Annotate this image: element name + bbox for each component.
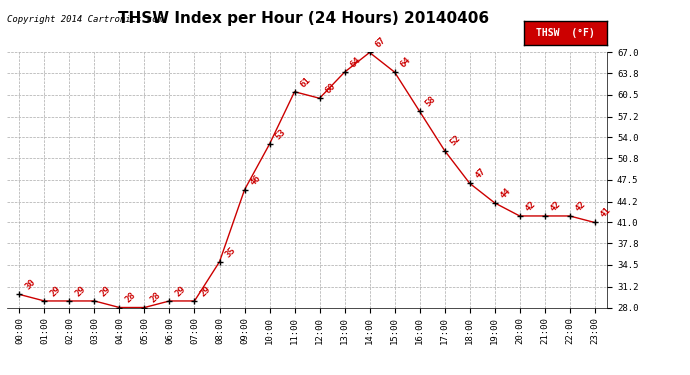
Text: 35: 35 [224, 245, 237, 259]
Text: 44: 44 [499, 186, 513, 200]
Text: 61: 61 [299, 75, 313, 89]
Text: 42: 42 [574, 199, 588, 213]
Text: 29: 29 [74, 284, 88, 298]
Text: 67: 67 [374, 36, 388, 50]
Text: THSW  (°F): THSW (°F) [536, 28, 595, 38]
Text: 60: 60 [324, 81, 337, 96]
Text: 64: 64 [348, 56, 363, 69]
Text: 64: 64 [399, 56, 413, 69]
Text: 42: 42 [524, 199, 538, 213]
Text: 52: 52 [448, 134, 463, 148]
Text: 29: 29 [199, 284, 213, 298]
Text: 30: 30 [23, 278, 37, 292]
Text: 53: 53 [274, 127, 288, 141]
Text: Copyright 2014 Cartronics.com: Copyright 2014 Cartronics.com [7, 15, 163, 24]
Text: 29: 29 [48, 284, 63, 298]
Text: 58: 58 [424, 94, 437, 109]
Text: 47: 47 [474, 166, 488, 180]
Text: 29: 29 [174, 284, 188, 298]
Text: 46: 46 [248, 173, 263, 187]
Text: 42: 42 [549, 199, 563, 213]
Text: 28: 28 [124, 291, 137, 305]
Text: 29: 29 [99, 284, 112, 298]
Text: THSW Index per Hour (24 Hours) 20140406: THSW Index per Hour (24 Hours) 20140406 [118, 11, 489, 26]
Text: 41: 41 [599, 206, 613, 220]
Text: 28: 28 [148, 291, 163, 305]
